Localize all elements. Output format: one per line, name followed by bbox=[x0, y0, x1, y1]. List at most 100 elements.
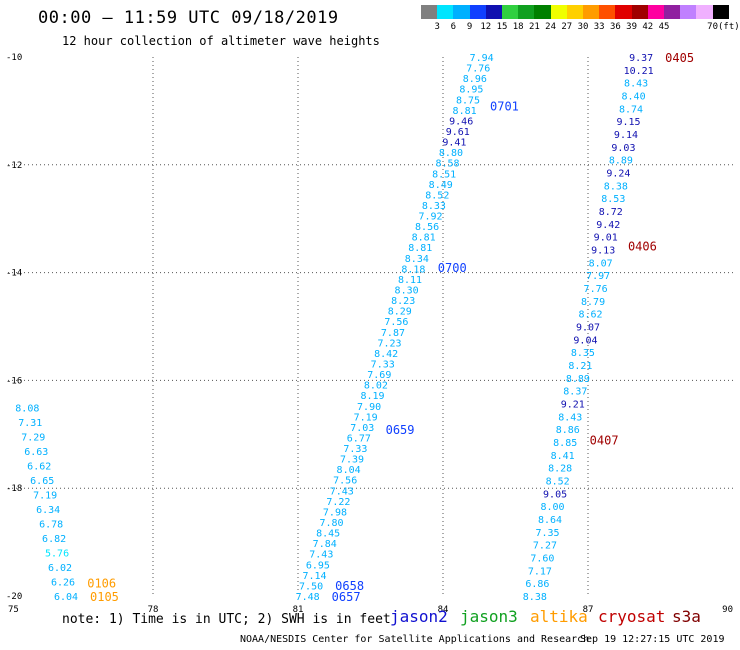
wave-height-value: 6.02 bbox=[48, 563, 72, 574]
color-scale-label: 33 bbox=[593, 22, 605, 32]
wave-height-value: 8.45 bbox=[316, 529, 340, 540]
wave-height-value: 8.38 bbox=[523, 592, 547, 603]
color-scale-label: 9 bbox=[466, 22, 473, 32]
wave-height-value: 8.11 bbox=[398, 275, 422, 286]
wave-height-value: 8.74 bbox=[619, 104, 643, 115]
color-swatch bbox=[518, 5, 535, 19]
color-swatch bbox=[534, 5, 552, 19]
wave-height-value: 8.08 bbox=[15, 403, 39, 414]
color-scale-label: 42 bbox=[642, 22, 654, 32]
wave-height-value: 7.97 bbox=[586, 271, 610, 282]
wave-height-value: 9.07 bbox=[576, 323, 600, 334]
wave-height-value: 8.95 bbox=[459, 85, 483, 96]
color-scale-label: 45 bbox=[658, 22, 670, 32]
wave-height-value: 8.52 bbox=[546, 477, 570, 488]
color-swatch bbox=[421, 5, 438, 19]
y-tick-label: -18 bbox=[6, 484, 22, 494]
wave-height-value: 8.81 bbox=[408, 243, 432, 254]
wave-height-value: 7.03 bbox=[350, 423, 374, 434]
wave-height-value: 7.19 bbox=[33, 490, 57, 501]
wave-height-value: 6.63 bbox=[24, 447, 48, 458]
wave-height-value: 7.60 bbox=[530, 554, 554, 565]
color-swatch bbox=[631, 5, 649, 19]
footnote: note: 1) Time is in UTC; 2) SWH is in fe… bbox=[62, 612, 391, 627]
wave-height-value: 8.02 bbox=[364, 381, 388, 392]
pass-time-label: 0658 bbox=[335, 579, 364, 593]
wave-height-value: 8.28 bbox=[548, 464, 572, 475]
legend-item-jason2: jason2 bbox=[390, 607, 448, 626]
credit-line: NOAA/NESDIS Center for Satellite Applica… bbox=[240, 634, 590, 645]
wave-height-value: 8.51 bbox=[432, 169, 456, 180]
wave-height-value: 7.98 bbox=[323, 507, 347, 518]
color-swatch bbox=[469, 5, 487, 19]
wave-height-value: 8.75 bbox=[456, 95, 480, 106]
wave-height-value: 8.85 bbox=[553, 438, 577, 449]
wave-height-value: 9.46 bbox=[449, 116, 473, 127]
wave-height-value: 7.33 bbox=[371, 359, 395, 370]
color-scale-label: 30 bbox=[577, 22, 589, 32]
wave-height-value: 6.65 bbox=[30, 476, 54, 487]
y-tick-label: -14 bbox=[6, 269, 22, 279]
wave-height-value: 8.89 bbox=[609, 156, 633, 167]
wave-height-value: 7.56 bbox=[333, 476, 357, 487]
legend-item-altika: altika bbox=[530, 607, 588, 626]
y-tick-label: -16 bbox=[6, 376, 22, 386]
wave-height-value: 6.62 bbox=[27, 461, 51, 472]
wave-height-value: 9.04 bbox=[573, 335, 597, 346]
color-scale-label: 39 bbox=[626, 22, 638, 32]
wave-height-value: 8.80 bbox=[439, 148, 463, 159]
wave-height-value: 8.07 bbox=[589, 258, 613, 269]
wave-height-value: 6.82 bbox=[42, 534, 66, 545]
wave-height-value: 8.79 bbox=[581, 297, 605, 308]
wave-height-value: 8.64 bbox=[538, 515, 562, 526]
wave-height-value: 7.76 bbox=[584, 284, 608, 295]
wave-height-value: 8.58 bbox=[436, 159, 460, 170]
wave-height-value: 7.48 bbox=[296, 592, 320, 603]
wave-height-value: 8.86 bbox=[556, 425, 580, 436]
wave-height-value: 7.90 bbox=[357, 402, 381, 413]
pass-time-label: 0407 bbox=[590, 434, 619, 448]
wave-height-value: 9.41 bbox=[442, 138, 466, 149]
wave-height-value: 8.96 bbox=[463, 74, 487, 85]
color-swatch bbox=[550, 5, 568, 19]
page-subtitle: 12 hour collection of altimeter wave hei… bbox=[62, 34, 380, 48]
wave-height-value: 8.49 bbox=[429, 180, 453, 191]
wave-height-value: 7.94 bbox=[470, 53, 494, 64]
color-scale-label: 3 bbox=[434, 22, 440, 32]
wave-height-value: 8.30 bbox=[395, 286, 419, 297]
wave-height-value: 7.33 bbox=[343, 444, 367, 455]
wave-height-value: 7.22 bbox=[326, 497, 350, 508]
legend-item-s3a: s3a bbox=[672, 607, 701, 626]
y-tick-label: -10 bbox=[6, 53, 22, 63]
wave-height-value: 7.14 bbox=[302, 571, 326, 582]
pass-time-label: 0405 bbox=[665, 51, 694, 65]
color-scale-unit: (ft) bbox=[718, 22, 740, 32]
wave-height-value: 8.89 bbox=[566, 374, 590, 385]
wave-height-value: 9.05 bbox=[543, 489, 567, 500]
legend-item-jason3: jason3 bbox=[460, 607, 518, 626]
color-swatch bbox=[583, 5, 600, 19]
wave-height-value: 9.42 bbox=[596, 220, 620, 231]
color-scale-label: 18 bbox=[512, 22, 524, 32]
wave-height-value: 9.01 bbox=[594, 233, 618, 244]
pass-time-label: 0657 bbox=[332, 590, 361, 604]
wave-height-value: 8.62 bbox=[578, 310, 602, 321]
wave-height-value: 5.76 bbox=[45, 548, 69, 559]
pass-time-label: 0701 bbox=[490, 100, 519, 114]
color-swatch bbox=[647, 5, 665, 19]
wave-height-value: 7.56 bbox=[384, 317, 408, 328]
wave-height-value: 8.19 bbox=[360, 391, 384, 402]
wave-height-value: 7.43 bbox=[309, 550, 333, 561]
wave-height-value: 7.39 bbox=[340, 455, 364, 466]
color-swatch bbox=[599, 5, 616, 19]
wave-height-value: 9.15 bbox=[616, 117, 640, 128]
pass-time-label: 0106 bbox=[87, 577, 116, 591]
wave-height-value: 8.18 bbox=[401, 264, 425, 275]
wave-height-value: 8.35 bbox=[571, 348, 595, 359]
wave-height-value: 7.17 bbox=[528, 566, 552, 577]
color-swatch bbox=[485, 5, 503, 19]
wave-height-value: 7.92 bbox=[418, 212, 442, 223]
wave-height-value: 8.29 bbox=[388, 307, 412, 318]
x-tick-label: 87 bbox=[583, 605, 594, 615]
